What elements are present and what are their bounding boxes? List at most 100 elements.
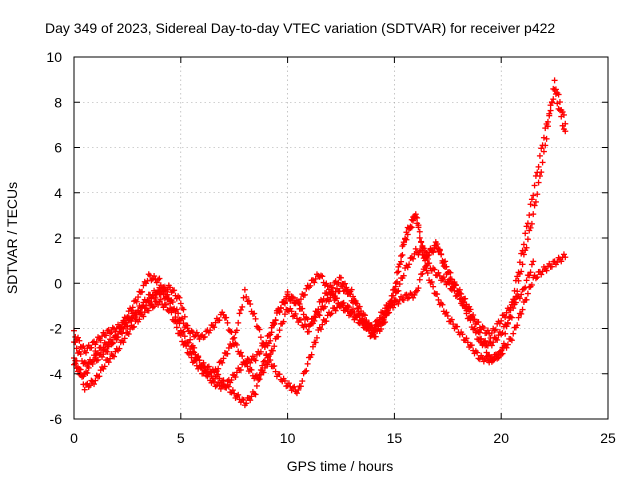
data-point-marker <box>475 319 482 326</box>
data-point-marker <box>259 342 266 349</box>
data-point <box>113 336 120 343</box>
data-point-marker <box>251 310 258 317</box>
data-point-marker <box>403 291 410 298</box>
data-point-marker <box>300 311 307 318</box>
data-point-marker <box>205 363 212 370</box>
data-point <box>252 391 259 398</box>
data-point <box>284 288 291 295</box>
data-point-marker <box>395 300 402 307</box>
data-point-marker <box>486 359 493 366</box>
data-point <box>412 211 419 218</box>
data-point-marker <box>229 335 236 342</box>
data-point-marker <box>538 169 545 176</box>
data-point-marker <box>404 295 411 302</box>
data-point-marker <box>479 354 486 361</box>
data-point-marker <box>119 330 126 337</box>
data-point-marker <box>256 326 263 333</box>
data-point-marker <box>176 294 183 301</box>
data-point <box>103 348 110 355</box>
data-point <box>402 235 409 242</box>
data-point-marker <box>163 301 170 308</box>
data-point-marker <box>193 329 200 336</box>
data-point-marker <box>133 311 140 318</box>
data-point <box>124 329 131 336</box>
data-point-marker <box>331 293 338 300</box>
data-point-marker <box>411 291 418 298</box>
data-point-marker <box>483 353 490 360</box>
data-point-marker <box>440 259 447 266</box>
data-point-marker <box>248 356 255 363</box>
data-point <box>338 274 344 281</box>
data-point-marker <box>495 354 502 361</box>
data-point-marker <box>320 316 327 323</box>
data-point-marker <box>560 251 567 258</box>
data-point-marker <box>125 331 132 338</box>
data-point-marker <box>523 244 530 251</box>
data-point-marker <box>297 296 304 303</box>
data-point-marker <box>515 314 522 321</box>
data-point-marker <box>375 318 382 325</box>
data-point-marker <box>191 344 198 351</box>
data-point-marker <box>415 224 422 231</box>
data-point-marker <box>175 310 182 317</box>
data-point-marker <box>518 310 525 317</box>
data-point-marker <box>239 353 246 360</box>
data-point <box>551 258 558 265</box>
data-point-marker <box>532 275 539 282</box>
data-point-marker <box>245 297 252 304</box>
data-point-marker <box>548 99 555 106</box>
data-point-marker <box>256 371 263 378</box>
data-point <box>81 359 88 366</box>
data-point-marker <box>524 290 531 297</box>
data-point-marker <box>546 112 553 119</box>
data-point-marker <box>289 384 296 391</box>
data-point-marker <box>452 281 459 288</box>
data-point-marker <box>91 381 98 388</box>
data-point-marker <box>308 351 315 358</box>
data-point-marker <box>115 333 122 340</box>
data-point-marker <box>480 324 487 331</box>
data-point-marker <box>323 290 330 297</box>
data-point-marker <box>470 312 477 319</box>
data-point <box>530 192 537 199</box>
data-point-marker <box>211 324 218 331</box>
data-point-marker <box>183 343 190 350</box>
data-point-marker <box>87 382 94 389</box>
data-point <box>103 332 110 339</box>
data-point-marker <box>347 308 354 315</box>
data-point-marker <box>253 351 260 358</box>
data-point-marker <box>400 297 407 304</box>
data-point-marker <box>496 351 503 358</box>
data-point-marker <box>297 383 304 390</box>
data-point-marker <box>255 374 262 381</box>
x-tick-label: 15 <box>387 430 403 446</box>
data-point-marker <box>276 309 283 316</box>
data-point-marker <box>104 348 111 355</box>
data-point-marker <box>531 202 538 209</box>
data-point-marker <box>257 348 264 355</box>
data-point-marker <box>520 285 527 292</box>
data-point-marker <box>319 273 326 280</box>
data-point-marker <box>261 364 268 371</box>
data-point-marker <box>125 308 132 315</box>
data-point-marker <box>528 196 535 203</box>
data-point-marker <box>191 333 198 340</box>
y-tick-label: -2 <box>50 321 63 337</box>
data-point <box>327 311 334 318</box>
data-point-marker <box>151 273 158 280</box>
data-point-marker <box>404 224 411 231</box>
data-point-marker <box>257 334 264 341</box>
data-point-marker <box>332 307 339 314</box>
data-point-marker <box>454 323 461 330</box>
data-point-marker <box>95 334 102 341</box>
data-point-marker <box>237 366 244 373</box>
data-point-marker <box>96 373 103 380</box>
data-point-marker <box>503 309 510 316</box>
data-point-marker <box>504 341 511 348</box>
data-point-marker <box>443 309 450 316</box>
data-point-marker <box>317 326 324 333</box>
data-point-marker <box>183 322 190 329</box>
plot-area <box>71 77 569 409</box>
data-point-marker <box>462 303 469 310</box>
data-point-marker <box>495 332 502 339</box>
